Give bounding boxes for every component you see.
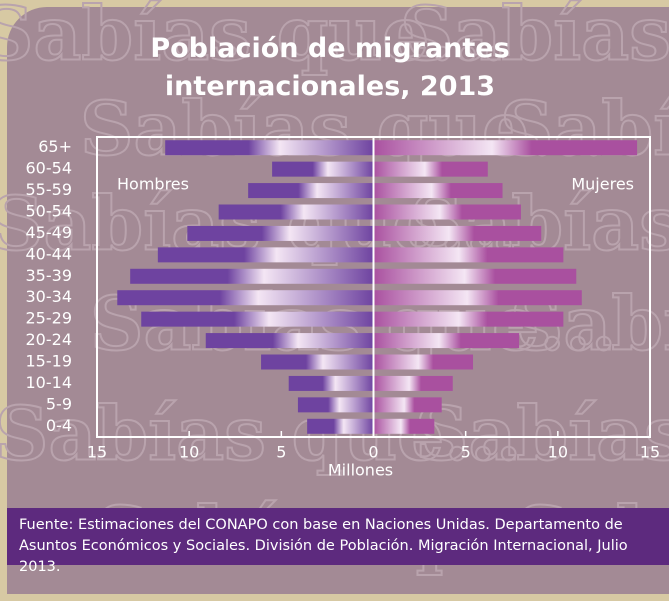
y-tick-label: 55-59 <box>26 180 73 199</box>
bar <box>297 397 374 413</box>
bar <box>157 247 374 263</box>
bar <box>373 375 453 391</box>
x-tick-label: 15 <box>640 443 660 462</box>
y-tick-label: 50-54 <box>26 202 73 221</box>
bar <box>288 375 374 391</box>
bar <box>117 290 374 306</box>
y-tick-label: 45-49 <box>26 223 73 242</box>
bar <box>205 333 374 349</box>
x-tick-label: 5 <box>276 443 286 462</box>
bar <box>187 225 374 241</box>
bar <box>373 247 564 263</box>
legend-label: Hombres <box>117 175 189 194</box>
bar <box>141 311 374 327</box>
bar <box>218 204 374 220</box>
bar <box>248 183 374 199</box>
bar <box>261 354 374 370</box>
x-tick-label: 0 <box>368 443 378 462</box>
bar <box>373 354 474 370</box>
y-tick-label: 30-34 <box>26 287 73 306</box>
x-axis-label: Millones <box>328 461 393 480</box>
bar <box>373 161 488 177</box>
bar <box>373 311 564 327</box>
bar <box>373 140 638 156</box>
x-tick-label: 15 <box>87 443 107 462</box>
legend-label: Mujeres <box>571 175 634 194</box>
x-tick-label: 10 <box>179 443 199 462</box>
bar <box>307 418 374 434</box>
watermark: Sabías que... <box>400 0 669 78</box>
watermark: Sabías que... <box>500 87 669 173</box>
bar <box>373 397 442 413</box>
x-tick-label: 5 <box>461 443 471 462</box>
bar <box>373 333 520 349</box>
bar <box>373 204 521 220</box>
bar <box>165 140 374 156</box>
y-tick-label: 40-44 <box>26 244 73 263</box>
bar <box>373 290 582 306</box>
y-tick-label: 25-29 <box>26 309 73 328</box>
bar <box>373 225 542 241</box>
watermark: Sabías que... <box>0 0 507 78</box>
bar <box>130 268 374 284</box>
y-tick-label: 10-14 <box>26 373 73 392</box>
y-tick-label: 0-4 <box>46 416 72 435</box>
source-note: Fuente: Estimaciones del CONAPO con base… <box>7 508 669 575</box>
bar <box>373 418 435 434</box>
y-tick-label: 65+ <box>38 137 72 156</box>
watermark: Sabías que... <box>415 392 669 478</box>
watermark: Sabías que... <box>80 87 607 173</box>
x-tick-label: 10 <box>548 443 568 462</box>
bar <box>373 268 577 284</box>
y-tick-label: 15-19 <box>26 352 73 371</box>
bar <box>373 183 503 199</box>
y-tick-label: 20-24 <box>26 330 73 349</box>
chart-title: Población de migrantes internacionales, … <box>150 33 510 102</box>
y-tick-label: 60-54 <box>26 159 73 178</box>
bar <box>272 161 374 177</box>
y-tick-label: 5-9 <box>46 394 72 413</box>
y-tick-label: 35-39 <box>26 266 73 285</box>
